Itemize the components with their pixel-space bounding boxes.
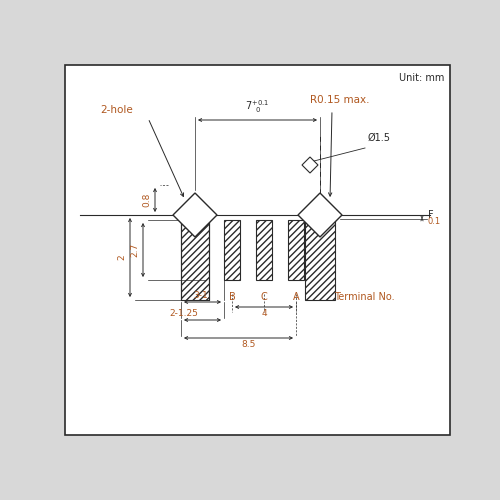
Text: 0.1: 0.1	[428, 216, 441, 226]
Text: Ø1.5: Ø1.5	[368, 133, 391, 143]
Text: 4: 4	[261, 309, 267, 318]
Text: Unit: mm: Unit: mm	[398, 73, 444, 83]
Polygon shape	[302, 157, 318, 173]
Text: B: B	[228, 292, 235, 302]
Text: 2.7: 2.7	[130, 243, 139, 257]
Bar	[288, 220, 304, 280]
Bar	[256, 220, 272, 280]
Text: 2-hole: 2-hole	[100, 105, 133, 115]
Text: 3-1: 3-1	[194, 291, 208, 300]
Text: $7^{+0.1}_{\ \ 0}$: $7^{+0.1}_{\ \ 0}$	[246, 98, 270, 115]
Text: 2: 2	[117, 254, 126, 260]
Bar	[224, 220, 240, 280]
Bar	[181, 215, 209, 300]
Text: 8.5: 8.5	[242, 340, 256, 349]
Text: R0.15 max.: R0.15 max.	[310, 95, 370, 105]
Polygon shape	[173, 193, 217, 237]
Bar	[65, 65, 450, 435]
Bar	[305, 215, 335, 300]
Text: C: C	[260, 292, 268, 302]
Text: A: A	[292, 292, 300, 302]
Polygon shape	[298, 193, 342, 237]
Text: F: F	[428, 210, 434, 220]
Text: 2-1.25: 2-1.25	[170, 309, 198, 318]
Text: Terminal No.: Terminal No.	[334, 292, 394, 302]
Text: 0.8: 0.8	[142, 193, 151, 207]
